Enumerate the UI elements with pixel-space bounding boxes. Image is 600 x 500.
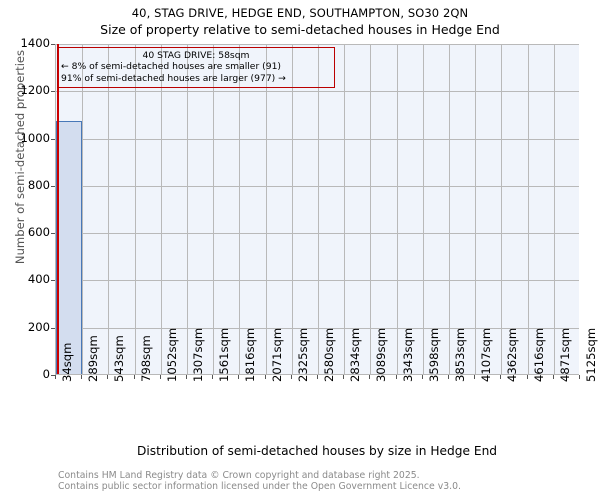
footer-line-1: Contains HM Land Registry data © Crown c… — [58, 470, 420, 481]
x-axis-tick-label: 1561sqm — [217, 327, 232, 382]
gridline — [318, 44, 320, 374]
y-axis-tick-mark — [51, 233, 55, 235]
gridline — [553, 44, 555, 374]
x-axis-tick-mark — [186, 375, 188, 379]
gridline — [56, 91, 579, 93]
x-axis-tick-mark — [579, 375, 580, 379]
x-axis-tick-label: 4871sqm — [557, 327, 572, 382]
x-axis-tick-label: 2580sqm — [322, 327, 337, 382]
x-axis-tick-label: 2834sqm — [348, 327, 363, 382]
y-axis-tick-label: 1400 — [20, 36, 50, 50]
x-axis-tick-label: 3853sqm — [453, 327, 468, 382]
gridline — [56, 185, 579, 187]
annotation-title: 40 STAG DRIVE: 58sqm — [142, 50, 250, 61]
x-axis-tick-mark — [500, 375, 502, 379]
property-size-marker-line — [57, 44, 60, 374]
gridline — [344, 44, 346, 374]
y-axis-tick-labels: 0 200 400 600 800 1000 1200 1400 — [0, 0, 50, 500]
y-axis-tick-mark — [51, 44, 55, 45]
y-axis-tick-mark — [51, 91, 55, 93]
annotation-smaller: ← 8% of semi-detached houses are smaller… — [61, 61, 282, 73]
x-axis-tick-label: 2071sqm — [269, 327, 284, 382]
y-axis-tick-label: 1000 — [20, 130, 50, 145]
y-axis-tick-label: 200 — [27, 319, 50, 334]
x-axis-tick-mark — [448, 375, 450, 379]
annotation-larger: 91% of semi-detached houses are larger (… — [61, 72, 286, 84]
footer-attribution: Contains HM Land Registry data © Crown c… — [58, 470, 461, 492]
x-axis-tick-mark — [264, 375, 266, 379]
gridline — [56, 327, 579, 329]
y-axis-tick-mark — [51, 327, 55, 329]
x-axis-tick-mark — [238, 375, 240, 379]
gridline — [527, 44, 529, 374]
gridline — [475, 44, 477, 374]
y-axis-tick-label: 400 — [27, 272, 50, 287]
x-axis-tick-label: 1052sqm — [164, 327, 179, 382]
x-axis-tick-label: 4616sqm — [531, 327, 546, 382]
page-title: 40, STAG DRIVE, HEDGE END, SOUTHAMPTON, … — [131, 6, 469, 20]
x-axis-tick-label: 289sqm — [86, 335, 101, 382]
x-axis-tick-mark — [474, 375, 476, 379]
gridline — [56, 44, 579, 45]
y-axis-tick-label: 0 — [42, 367, 50, 381]
gridline — [160, 44, 162, 374]
y-axis-tick-label: 600 — [27, 225, 50, 240]
gridline — [187, 44, 189, 374]
x-axis-tick-mark — [395, 375, 397, 379]
x-axis-tick-mark — [317, 375, 319, 379]
y-axis-tick-mark — [51, 185, 55, 187]
gridline — [449, 44, 451, 374]
property-annotation-box: 40 STAG DRIVE: 58sqm ← 8% of semi-detach… — [57, 47, 335, 89]
x-axis-tick-mark — [55, 375, 56, 379]
gridline — [56, 138, 579, 140]
gridline — [82, 44, 84, 374]
x-axis-tick-label: 1307sqm — [191, 327, 206, 382]
x-axis-tick-mark — [343, 375, 345, 379]
x-axis-tick-mark — [133, 375, 135, 379]
gridline — [108, 44, 110, 374]
y-axis-tick-mark — [51, 280, 55, 282]
y-axis-tick-mark — [51, 375, 55, 376]
x-axis-tick-label: 5125sqm — [584, 327, 598, 382]
x-axis-tick-mark — [212, 375, 214, 379]
x-axis-tick-mark — [369, 375, 371, 379]
x-axis-tick-label: 1816sqm — [243, 327, 258, 382]
y-axis-tick-mark — [51, 138, 55, 140]
x-axis-label: Distribution of semi-detached houses by … — [136, 444, 498, 458]
gridline — [134, 44, 136, 374]
x-axis-tick-label: 3343sqm — [400, 327, 415, 382]
x-axis-tick-mark — [107, 375, 109, 379]
x-axis-tick-mark — [81, 375, 83, 379]
gridline — [239, 44, 241, 374]
x-axis-tick-label: 34sqm — [60, 342, 74, 382]
gridline — [370, 44, 372, 374]
x-axis-tick-mark — [421, 375, 423, 379]
x-axis-tick-label: 3089sqm — [374, 327, 389, 382]
chart-subtitle: Size of property relative to semi-detach… — [100, 22, 500, 37]
x-axis-tick-label: 4107sqm — [479, 327, 494, 382]
x-axis-tick-mark — [159, 375, 161, 379]
bar — [56, 121, 83, 374]
plot-area — [55, 44, 579, 375]
gridline — [291, 44, 293, 374]
gridline — [213, 44, 215, 374]
gridline — [56, 233, 579, 235]
gridline — [501, 44, 503, 374]
x-axis-tick-mark — [552, 375, 554, 379]
x-axis-tick-label: 798sqm — [138, 335, 153, 382]
gridline — [265, 44, 267, 374]
y-axis-tick-label: 800 — [27, 177, 50, 192]
gridline — [422, 44, 424, 374]
x-axis-tick-label: 3598sqm — [426, 327, 441, 382]
gridline — [56, 280, 579, 282]
x-axis-tick-mark — [290, 375, 292, 379]
y-axis-tick-label: 1200 — [20, 83, 50, 98]
footer-line-2: Contains public sector information licen… — [58, 481, 461, 492]
x-axis-tick-label: 543sqm — [112, 335, 127, 382]
x-axis-tick-label: 4362sqm — [505, 327, 520, 382]
x-axis-tick-mark — [526, 375, 528, 379]
x-axis-tick-label: 2325sqm — [295, 327, 310, 382]
gridline — [396, 44, 398, 374]
